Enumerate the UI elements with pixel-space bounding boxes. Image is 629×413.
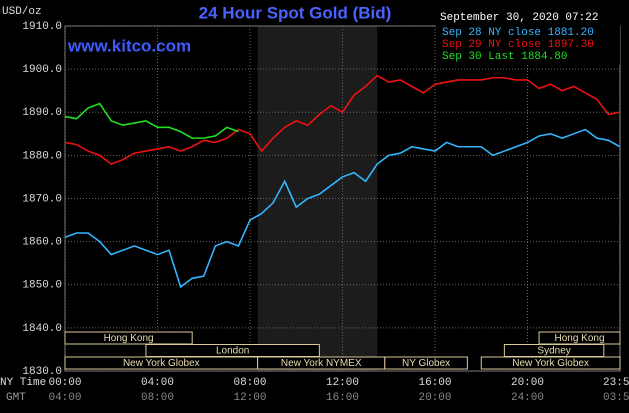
legend-entry: Sep 30 Last 1884.80 xyxy=(442,51,567,63)
gmt-tick-label: 04:00 xyxy=(48,392,81,404)
session-label: Hong Kong xyxy=(104,333,154,344)
x-axis-label: NY Time xyxy=(0,377,46,389)
x-tick-label: 23:59 xyxy=(603,377,629,389)
x-tick-label: 16:00 xyxy=(418,377,451,389)
site-label: www.kitco.com xyxy=(67,36,191,55)
legend-entry: Sep 28 NY close 1881.20 xyxy=(442,27,594,39)
gmt-tick-label: 12:00 xyxy=(233,392,266,404)
legend-entry: Sep 29 NY close 1897.30 xyxy=(442,39,594,51)
gmt-tick-label: 03:59 xyxy=(603,392,629,404)
price-line xyxy=(64,102,239,139)
session-label: New York NYMEX xyxy=(281,358,362,369)
session-label: New York Globex xyxy=(123,358,200,369)
session-box xyxy=(384,356,468,370)
x-tick-label: 20:00 xyxy=(511,377,544,389)
gmt-tick-label: 24:00 xyxy=(511,392,544,404)
date-label: September 30, 2020 07:22 xyxy=(440,12,598,24)
gmt-tick-label: 16:00 xyxy=(326,392,359,404)
gmt-tick-label: 08:00 xyxy=(141,392,174,404)
x-tick-label: 08:00 xyxy=(233,377,266,389)
x-tick-label: 12:00 xyxy=(326,377,359,389)
y-tick-label: 1860.0 xyxy=(22,237,62,249)
session-label: Sydney xyxy=(537,346,570,357)
y-tick-label: 1840.0 xyxy=(22,323,62,335)
session-box xyxy=(480,356,621,370)
session-label: Hong Kong xyxy=(555,333,605,344)
session-box xyxy=(64,331,193,345)
y-tick-label: 1880.0 xyxy=(22,150,62,162)
y-tick-label: 1870.0 xyxy=(22,193,62,205)
y-tick-label: 1850.0 xyxy=(22,280,62,292)
y-axis-label: USD/oz xyxy=(2,6,42,18)
price-line xyxy=(64,128,621,289)
gmt-axis-label: GMT xyxy=(6,392,26,404)
y-tick-label: 1890.0 xyxy=(22,107,62,119)
session-label: London xyxy=(216,346,249,357)
y-tick-label: 1830.0 xyxy=(22,366,62,378)
legend-box xyxy=(436,25,620,65)
x-tick-label: 04:00 xyxy=(141,377,174,389)
y-tick-label: 1900.0 xyxy=(22,64,62,76)
gmt-tick-label: 20:00 xyxy=(418,392,451,404)
x-tick-label: 00:00 xyxy=(48,377,81,389)
y-tick-label: 1910.0 xyxy=(22,21,62,33)
session-label: NY Globex xyxy=(402,358,450,369)
session-label: New York Globex xyxy=(512,358,589,369)
price-line xyxy=(64,74,621,165)
chart-title: 24 Hour Spot Gold (Bid) xyxy=(199,3,392,22)
